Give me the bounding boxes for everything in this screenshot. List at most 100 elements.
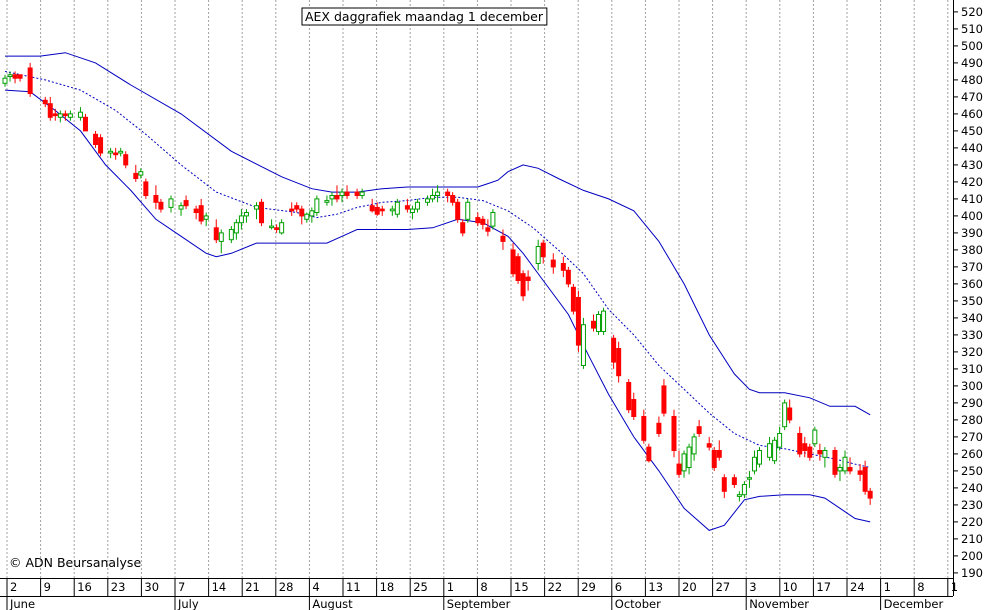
y-tick-label: 200	[961, 549, 983, 563]
x-tick-label: 30	[144, 580, 159, 594]
candle-body	[138, 171, 144, 176]
candle-body	[480, 218, 486, 225]
bollinger-band-layer	[4, 52, 871, 531]
candle-down	[631, 392, 637, 420]
candle-down	[540, 239, 546, 264]
candle-down	[711, 447, 717, 471]
candle-down	[460, 219, 466, 237]
candle-up	[691, 433, 697, 461]
candle-body	[93, 133, 99, 146]
x-tick-label: 22	[548, 580, 563, 594]
candle-up	[218, 229, 224, 254]
candle-body	[42, 99, 48, 105]
candle-up	[757, 447, 762, 468]
month-label: December	[884, 597, 944, 610]
candle-down	[550, 253, 556, 274]
candle-up	[490, 209, 496, 230]
candle-body	[314, 198, 320, 213]
bollinger-lower-band	[4, 89, 871, 531]
candle-body	[711, 450, 717, 468]
candle-body	[47, 103, 53, 118]
candle-body	[686, 446, 692, 469]
candle-up	[138, 168, 144, 179]
candle-body	[741, 484, 747, 496]
candle-body	[716, 450, 722, 458]
candle-down	[575, 290, 581, 352]
candle-down	[817, 443, 823, 461]
y-tick-label: 460	[961, 107, 983, 121]
candle-body	[193, 208, 199, 214]
candle-down	[289, 202, 295, 216]
candle-body	[299, 208, 305, 217]
candle-body	[676, 463, 682, 475]
candle-up	[782, 399, 788, 431]
candle-body	[243, 212, 249, 217]
candle-body	[565, 269, 571, 285]
candle-body	[62, 113, 68, 117]
candle-down	[611, 334, 617, 369]
y-tick-label: 350	[961, 294, 983, 308]
candle-up	[329, 192, 335, 206]
grid-layer	[6, 0, 949, 578]
candle-up	[309, 207, 315, 223]
candle-down	[369, 198, 375, 213]
candle-body	[772, 439, 778, 462]
candle-body	[158, 201, 164, 210]
candle-body	[696, 426, 702, 435]
candle-body	[626, 382, 632, 411]
candle-body	[359, 191, 365, 197]
candle-body	[862, 467, 868, 492]
candle-up	[238, 209, 244, 230]
x-tick-label: 3	[749, 580, 756, 594]
candle-body	[238, 215, 244, 224]
candle-body	[259, 201, 265, 224]
candle-up	[77, 107, 83, 121]
x-tick-label: 25	[413, 580, 428, 594]
x-tick-label: 28	[279, 580, 294, 594]
candle-body	[228, 229, 234, 241]
candle-body	[52, 113, 58, 117]
y-tick-label: 250	[961, 464, 983, 478]
candle-down	[626, 379, 632, 414]
x-tick-label: 1	[884, 580, 891, 594]
candle-body	[746, 477, 752, 480]
y-tick-label: 300	[961, 379, 983, 393]
y-tick-label: 470	[961, 90, 983, 104]
y-tick-label: 270	[961, 430, 983, 444]
candle-body	[575, 297, 581, 346]
candle-body	[309, 210, 315, 217]
x-tick-label: 2	[10, 580, 17, 594]
candle-body	[500, 235, 506, 242]
month-label: October	[615, 597, 661, 610]
candle-up	[118, 147, 124, 157]
x-tick-label: 17	[816, 580, 831, 594]
candle-body	[430, 195, 436, 200]
candle-up	[394, 198, 400, 218]
candle-body	[153, 195, 159, 203]
candle-body	[631, 399, 637, 417]
x-tick-label: 27	[716, 580, 731, 594]
x-tick-label: 7	[178, 580, 185, 594]
y-tick-label: 340	[961, 311, 983, 325]
candle-body	[344, 191, 350, 197]
x-tick-label: 9	[44, 580, 51, 594]
candle-down	[12, 71, 18, 84]
candle-up	[57, 110, 63, 123]
candle-up	[777, 426, 783, 451]
x-tick-label: 10	[783, 580, 798, 594]
x-tick-label: 1	[447, 580, 454, 594]
candle-body	[57, 113, 63, 118]
y-tick-label: 240	[961, 481, 983, 495]
candle-body	[601, 310, 607, 333]
candle-down	[646, 443, 652, 463]
candle-body	[611, 337, 617, 363]
candle-body	[289, 208, 295, 212]
candle-body	[374, 206, 380, 215]
candle-body	[27, 67, 33, 94]
candle-down	[862, 460, 868, 495]
candle-up	[580, 317, 586, 369]
candle-down	[274, 224, 280, 233]
month-label: August	[312, 597, 353, 610]
candle-up	[203, 212, 209, 227]
y-tick-label: 280	[961, 413, 983, 427]
